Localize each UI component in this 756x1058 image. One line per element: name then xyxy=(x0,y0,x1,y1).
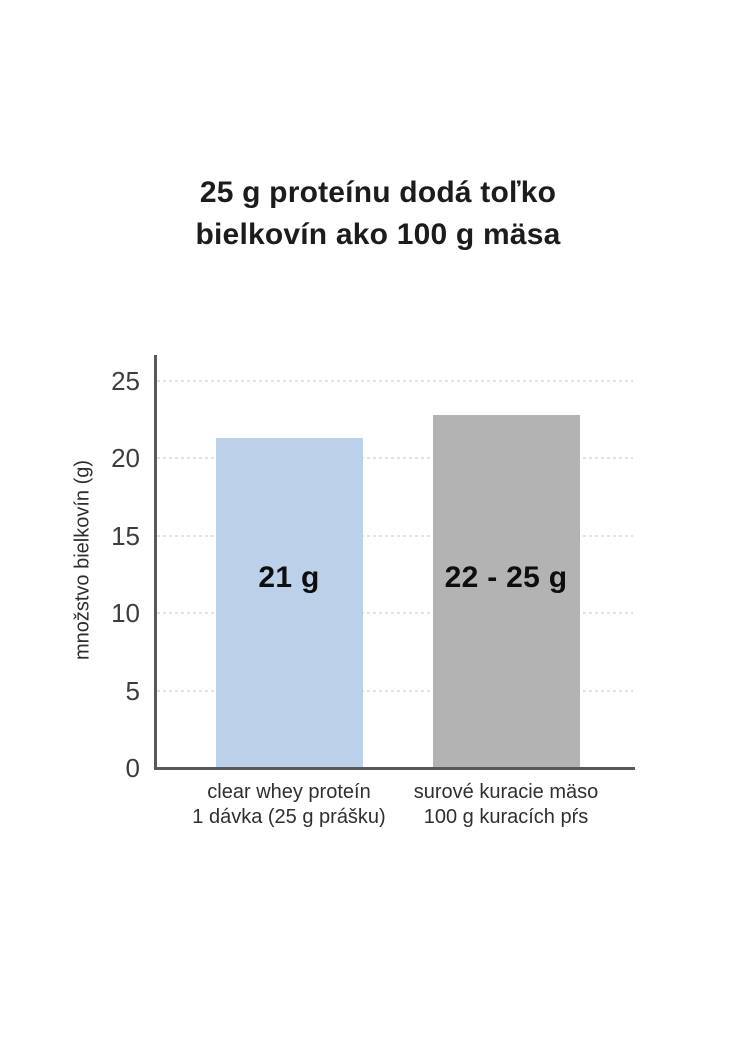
bar-value-label-2: 22 - 25 g xyxy=(444,561,568,594)
y-tick-label-0: 0 xyxy=(125,753,140,783)
category-label-1: clear whey proteín 1 dávka (25 g prášku) xyxy=(192,781,386,828)
bar-2 xyxy=(432,414,580,768)
bar-1 xyxy=(215,437,363,768)
category-label-2: surové kuracie mäso 100 g kuracích pŕs xyxy=(413,781,599,828)
chart-title: 25 g proteínu dodá toľko bielkovín ako 1… xyxy=(195,176,561,251)
y-tick-label-25: 25 xyxy=(111,365,140,396)
x-axis-spine xyxy=(154,767,635,770)
gridline-20 xyxy=(157,457,633,459)
gridline-10 xyxy=(157,612,633,614)
gridline-5 xyxy=(157,689,633,692)
y-tick-label-5: 5 xyxy=(125,675,140,706)
bar-value-label-1: 21 g xyxy=(258,561,320,594)
y-tick-label-15: 15 xyxy=(111,520,140,551)
gridline-25 xyxy=(157,379,633,382)
y-tick-label-20: 20 xyxy=(111,443,140,473)
gridline-15 xyxy=(157,534,633,537)
y-tick-label-10: 10 xyxy=(111,598,140,628)
y-axis-spine xyxy=(154,355,157,770)
